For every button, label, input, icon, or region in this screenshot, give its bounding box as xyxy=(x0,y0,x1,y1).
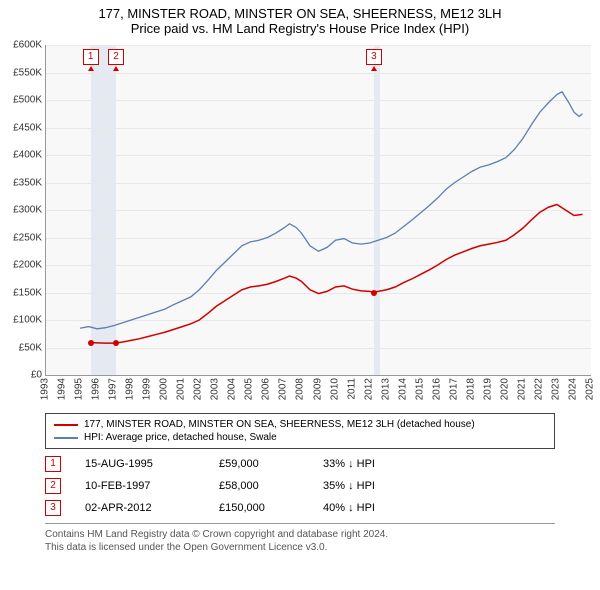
x-axis-label: 2001 xyxy=(176,378,187,400)
y-axis-label: £100K xyxy=(2,315,42,326)
x-axis-label: 2012 xyxy=(363,378,374,400)
y-axis-label: £250K xyxy=(2,232,42,243)
transaction-date: 15-AUG-1995 xyxy=(85,458,195,470)
transaction-price: £58,000 xyxy=(219,480,299,492)
x-axis-label: 1997 xyxy=(108,378,119,400)
x-axis-label: 2025 xyxy=(585,378,596,400)
footer-line2: This data is licensed under the Open Gov… xyxy=(45,541,555,554)
transactions-table: 1 15-AUG-1995 £59,000 33% ↓ HPI 2 10-FEB-1997… xyxy=(45,453,555,519)
y-axis-label: £200K xyxy=(2,260,42,271)
series-price_paid xyxy=(91,205,583,344)
transaction-row-marker: 1 xyxy=(45,456,61,472)
plot-region: 12 3 xyxy=(45,45,591,376)
transaction-arrow-icon xyxy=(88,66,94,71)
x-axis-label: 2008 xyxy=(295,378,306,400)
x-axis-label: 2002 xyxy=(193,378,204,400)
y-axis-label: £400K xyxy=(2,150,42,161)
x-axis-label: 2005 xyxy=(244,378,255,400)
x-axis-label: 1994 xyxy=(57,378,68,400)
chart-container: 177, MINSTER ROAD, MINSTER ON SEA, SHEER… xyxy=(0,0,600,554)
x-axis-label: 2015 xyxy=(414,378,425,400)
legend-label: 177, MINSTER ROAD, MINSTER ON SEA, SHEER… xyxy=(84,419,475,430)
x-axis-label: 2023 xyxy=(550,378,561,400)
transaction-row: 1 15-AUG-1995 £59,000 33% ↓ HPI xyxy=(45,453,555,475)
footer-attribution: Contains HM Land Registry data © Crown c… xyxy=(45,523,555,554)
transaction-arrow-icon xyxy=(371,66,377,71)
legend-item: 177, MINSTER ROAD, MINSTER ON SEA, SHEER… xyxy=(54,418,546,431)
x-axis-label: 2006 xyxy=(261,378,272,400)
legend-label: HPI: Average price, detached house, Swal… xyxy=(84,432,277,443)
transaction-row: 2 10-FEB-1997 £58,000 35% ↓ HPI xyxy=(45,475,555,497)
x-axis-label: 1993 xyxy=(40,378,51,400)
x-axis-label: 2009 xyxy=(312,378,323,400)
legend: 177, MINSTER ROAD, MINSTER ON SEA, SHEER… xyxy=(45,413,555,449)
y-axis-label: £350K xyxy=(2,177,42,188)
transaction-dot xyxy=(113,340,119,346)
title-address: 177, MINSTER ROAD, MINSTER ON SEA, SHEER… xyxy=(0,0,600,21)
x-axis-label: 2022 xyxy=(533,378,544,400)
y-axis-label: £0 xyxy=(2,370,42,381)
x-axis-label: 2016 xyxy=(431,378,442,400)
transaction-date: 10-FEB-1997 xyxy=(85,480,195,492)
x-axis-label: 1998 xyxy=(125,378,136,400)
transaction-price: £150,000 xyxy=(219,502,299,514)
x-axis-label: 2020 xyxy=(499,378,510,400)
y-axis-label: £150K xyxy=(2,287,42,298)
footer-line1: Contains HM Land Registry data © Crown c… xyxy=(45,528,555,541)
legend-swatch xyxy=(54,424,78,426)
transaction-pct: 35% ↓ HPI xyxy=(323,480,423,492)
transaction-dot xyxy=(371,290,377,296)
legend-swatch xyxy=(54,437,78,439)
y-axis-label: £550K xyxy=(2,67,42,78)
x-axis-label: 2017 xyxy=(448,378,459,400)
transaction-price: £59,000 xyxy=(219,458,299,470)
chart-area: 12 3 £0 £50K £100K £150K £200K £250K £300K £350K… xyxy=(0,40,600,405)
transaction-row-marker: 2 xyxy=(45,478,61,494)
x-axis-label: 2011 xyxy=(346,378,357,400)
transaction-marker: 2 xyxy=(108,49,124,65)
y-axis-label: £50K xyxy=(2,342,42,353)
x-axis-label: 2000 xyxy=(159,378,170,400)
x-axis-label: 2014 xyxy=(397,378,408,400)
y-axis-label: £500K xyxy=(2,95,42,106)
chart-lines xyxy=(46,45,591,375)
x-axis-label: 2021 xyxy=(516,378,527,400)
x-axis-label: 2003 xyxy=(210,378,221,400)
x-axis-label: 2010 xyxy=(329,378,340,400)
x-axis-label: 2019 xyxy=(482,378,493,400)
transaction-pct: 33% ↓ HPI xyxy=(323,458,423,470)
transaction-marker: 1 xyxy=(83,49,99,65)
transaction-date: 02-APR-2012 xyxy=(85,502,195,514)
title-subtitle: Price paid vs. HM Land Registry's House … xyxy=(0,21,600,40)
x-axis-label: 2024 xyxy=(567,378,578,400)
transaction-row: 3 02-APR-2012 £150,000 40% ↓ HPI xyxy=(45,497,555,519)
transaction-dot xyxy=(88,340,94,346)
y-axis-label: £300K xyxy=(2,205,42,216)
x-axis-label: 2007 xyxy=(278,378,289,400)
transaction-pct: 40% ↓ HPI xyxy=(323,502,423,514)
transaction-marker: 3 xyxy=(366,49,382,65)
x-axis-label: 2004 xyxy=(227,378,238,400)
x-axis-label: 1996 xyxy=(91,378,102,400)
legend-item: HPI: Average price, detached house, Swal… xyxy=(54,431,546,444)
y-axis-label: £600K xyxy=(2,40,42,51)
y-axis-label: £450K xyxy=(2,122,42,133)
x-axis-label: 1995 xyxy=(74,378,85,400)
transaction-arrow-icon xyxy=(113,66,119,71)
x-axis-label: 2013 xyxy=(380,378,391,400)
transaction-row-marker: 3 xyxy=(45,500,61,516)
x-axis-label: 2018 xyxy=(465,378,476,400)
series-hpi xyxy=(80,92,582,329)
x-axis-label: 1999 xyxy=(142,378,153,400)
